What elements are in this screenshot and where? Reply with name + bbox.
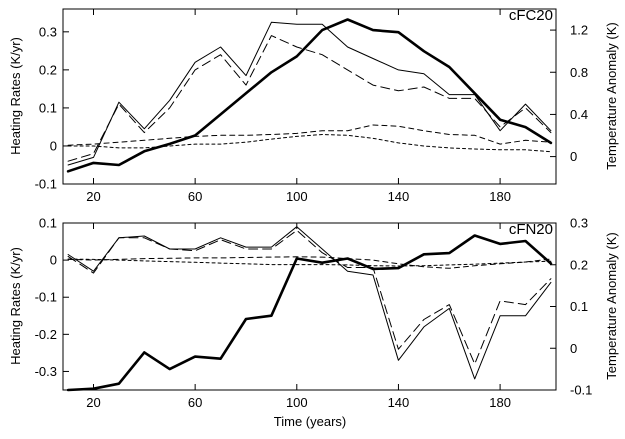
x-tick-label: 140 <box>388 395 410 410</box>
series-line-short-dash <box>67 256 552 269</box>
series-group <box>66 226 553 392</box>
y-axis-label: Heating Rates (K/yr) <box>8 247 23 365</box>
plot-frame <box>62 222 557 391</box>
series-line-short-dash <box>67 124 552 146</box>
panel-cfn20: cFN20 Heating Rates (K/yr) Temperature A… <box>8 216 619 430</box>
y2-tick-label: 0.4 <box>570 107 588 122</box>
series-group <box>66 18 553 173</box>
x-ticks: 20 60 100 140 180 <box>86 223 511 410</box>
y-axis-label: Heating Rates (K/yr) <box>8 37 23 155</box>
x-ticks: 20 60 100 140 180 <box>86 9 511 204</box>
x-axis-label: Time (years) <box>274 414 346 429</box>
series-line-thin-solid <box>67 21 552 166</box>
y2-tick-label: 0 <box>570 149 577 164</box>
y2-axis-label: Temperature Anomaly (K) <box>604 22 619 169</box>
y-tick-label: 0.2 <box>39 62 57 77</box>
panel-title: cFN20 <box>509 221 553 238</box>
x-tick-label: 60 <box>188 395 202 410</box>
series-line-dashed <box>67 134 552 153</box>
series-line-thick-solid <box>66 18 553 173</box>
y-ticks: -0.3 -0.2 -0.1 0 0.1 <box>35 216 69 379</box>
y-tick-label: 0.1 <box>39 216 57 231</box>
y2-tick-label: 1.2 <box>570 23 588 38</box>
y-tick-label: 0.1 <box>39 100 57 115</box>
series-line-thin-solid <box>67 226 552 380</box>
y2-axis-label: Temperature Anomaly (K) <box>604 232 619 379</box>
y-tick-label: -0.1 <box>35 177 57 192</box>
plot-frame <box>62 8 557 185</box>
panel-cfc20: cFC20 Heating Rates (K/yr) Temperature A… <box>8 7 619 204</box>
y-ticks: -0.1 0 0.1 0.2 0.3 <box>35 24 69 192</box>
x-tick-label: 100 <box>286 189 308 204</box>
series-line-dashed <box>67 258 552 267</box>
panel-title: cFC20 <box>509 7 553 24</box>
y2-tick-label: 0.2 <box>570 257 588 272</box>
x-tick-label: 20 <box>86 395 100 410</box>
y2-tick-label: 0 <box>570 341 577 356</box>
x-tick-label: 100 <box>286 395 308 410</box>
x-tick-label: 20 <box>86 189 100 204</box>
y2-tick-label: -0.1 <box>570 383 592 398</box>
y2-tick-label: 0.3 <box>570 216 588 231</box>
x-tick-label: 180 <box>489 395 511 410</box>
y2-tick-label: 0.1 <box>570 299 588 314</box>
y-tick-label: -0.1 <box>35 290 57 305</box>
y-tick-label: 0 <box>50 138 57 153</box>
x-tick-label: 140 <box>388 189 410 204</box>
x-tick-label: 180 <box>489 189 511 204</box>
y2-ticks: -0.1 0 0.1 0.2 0.3 <box>550 216 592 398</box>
series-line-long-dash <box>67 229 552 365</box>
series-line-thick-solid <box>66 234 553 392</box>
x-tick-label: 60 <box>188 189 202 204</box>
series-line-long-dash <box>67 35 552 162</box>
y-tick-label: 0.3 <box>39 24 57 39</box>
y-tick-label: -0.3 <box>35 364 57 379</box>
y-tick-label: -0.2 <box>35 327 57 342</box>
y2-tick-label: 0.8 <box>570 65 588 80</box>
y2-ticks: 0 0.4 0.8 1.2 <box>550 23 588 164</box>
y-tick-label: 0 <box>50 253 57 268</box>
